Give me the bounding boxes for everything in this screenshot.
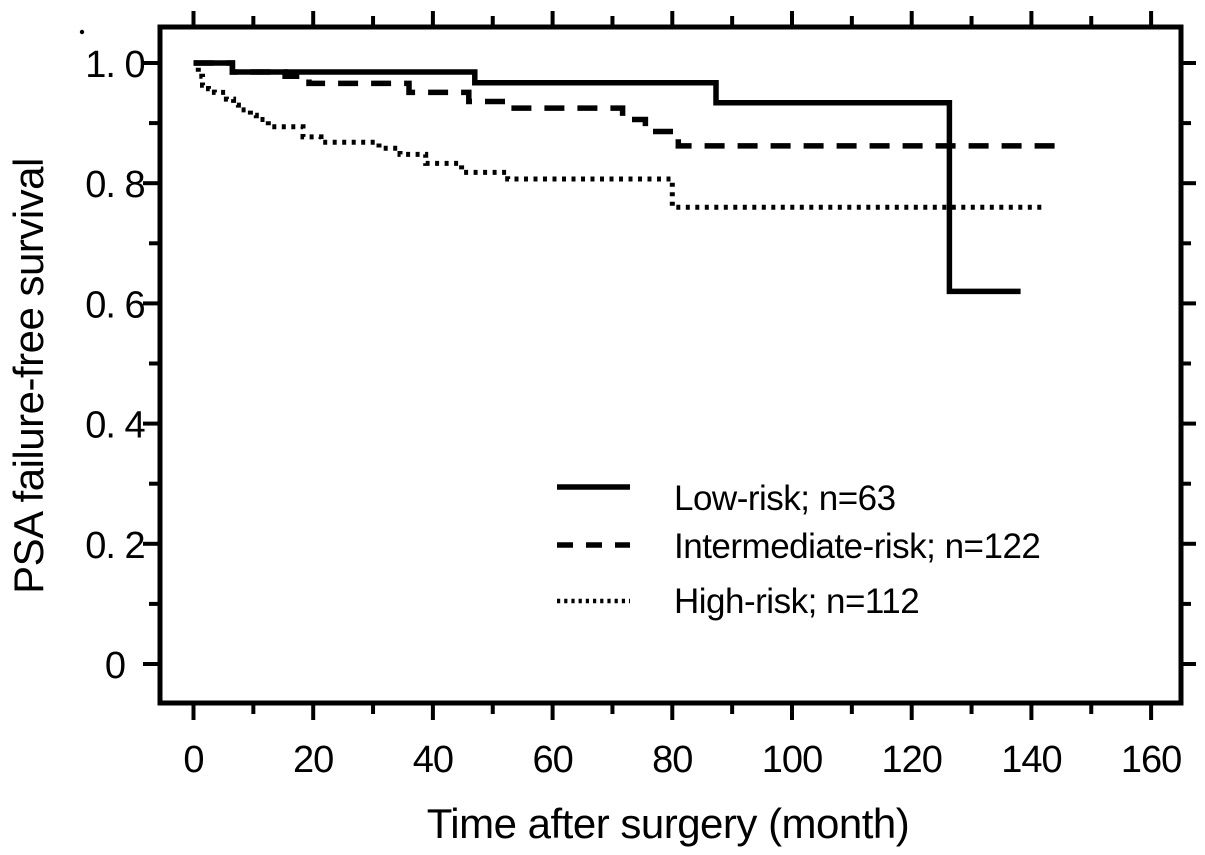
y-tick-label: 0. 6: [85, 284, 144, 326]
stray-ink-dot: [79, 29, 85, 35]
x-tick-label: 100: [762, 739, 822, 781]
x-tick-label: 0: [183, 739, 203, 781]
x-tick-label: 40: [413, 739, 453, 781]
y-tick-label: 1. 0: [85, 44, 144, 86]
y-axis-label: PSA failure-free survival: [5, 158, 52, 594]
curve-high-risk-n-112: [193, 60, 1042, 210]
plot-area: 0 20 40 60 80 100 120 140 160 1. 0 0. 8 0. 6 0. 4 0. …: [79, 11, 1196, 781]
x-tick-label: 140: [1001, 739, 1061, 781]
x-tick-label: 120: [881, 739, 941, 781]
legend-label-low-risk: Low-risk; n=63: [674, 479, 896, 518]
y-tick-label: 0. 4: [85, 405, 145, 447]
y-tick-label: 0. 8: [85, 164, 144, 206]
plot-border: [157, 24, 1184, 706]
y-tick-label: 0. 2: [85, 525, 144, 567]
x-axis-label: Time after surgery (month): [427, 800, 910, 847]
x-tick-label: 160: [1121, 739, 1181, 781]
x-tick-label: 60: [532, 739, 572, 781]
curve-low-risk-n-63: [193, 60, 1021, 295]
x-tick-label: 80: [652, 739, 692, 781]
y-tick-label: 0: [105, 645, 125, 687]
legend-label-high-risk: High-risk; n=112: [674, 582, 919, 621]
legend: Low-risk; n=63 Intermediate-risk; n=122 …: [557, 479, 1041, 621]
x-tick-label: 20: [293, 739, 333, 781]
legend-label-intermediate-risk: Intermediate-risk; n=122: [674, 527, 1040, 566]
